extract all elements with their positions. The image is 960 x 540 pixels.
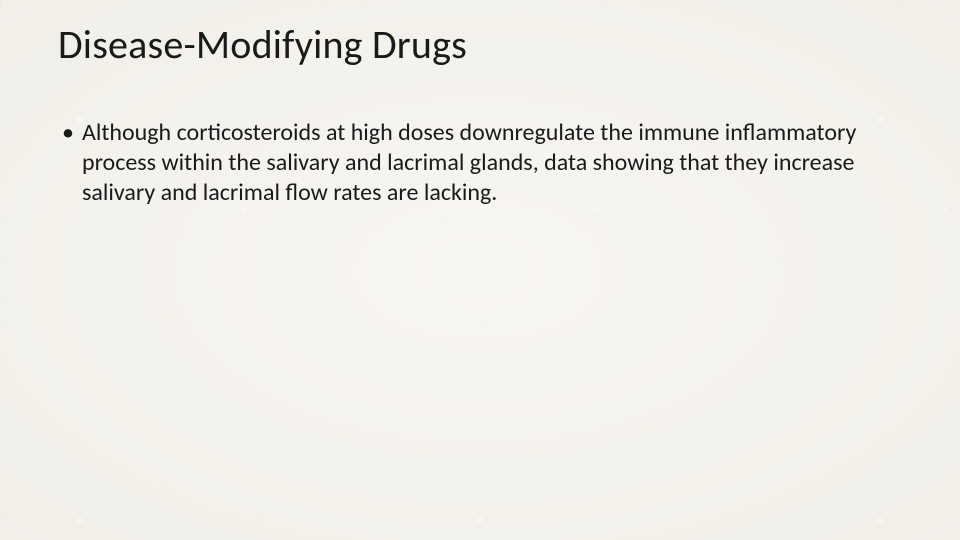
bullet-item: • Although corticosteroids at high doses… <box>58 118 908 208</box>
slide-title: Disease-Modifying Drugs <box>58 20 467 69</box>
bullet-text: Although corticosteroids at high doses d… <box>82 118 908 208</box>
slide-container: Disease-Modifying Drugs • Although corti… <box>0 0 960 540</box>
slide-body: • Although corticosteroids at high doses… <box>58 118 908 208</box>
bullet-marker-icon: • <box>62 118 74 148</box>
